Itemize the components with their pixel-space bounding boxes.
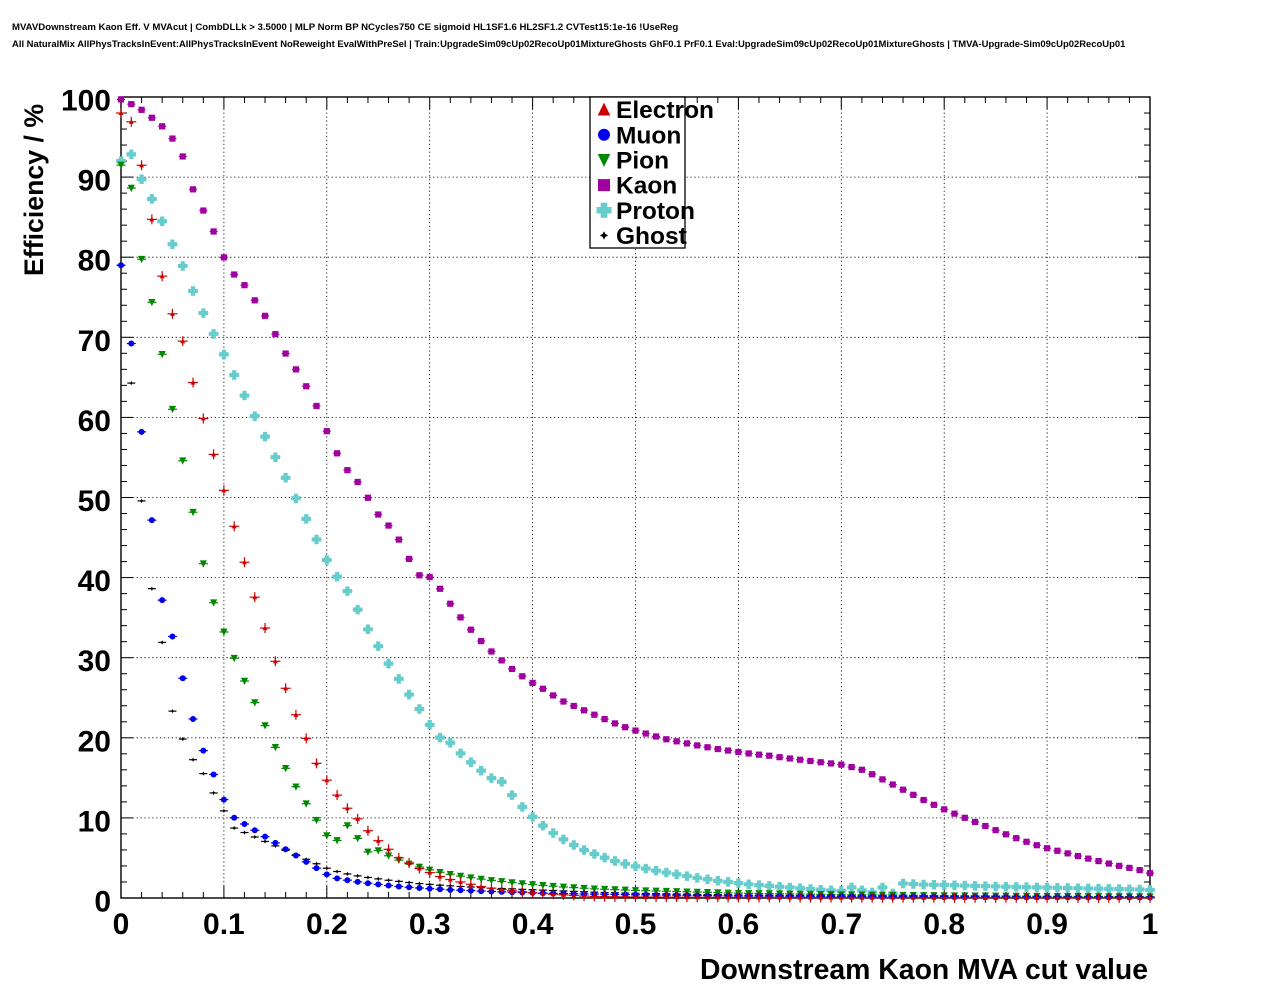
svg-text:Kaon: Kaon — [616, 173, 677, 200]
svg-text:0.2: 0.2 — [306, 908, 348, 941]
svg-text:80: 80 — [78, 245, 111, 278]
svg-text:0.5: 0.5 — [615, 908, 657, 941]
svg-text:1: 1 — [1142, 908, 1159, 941]
svg-text:40: 40 — [78, 565, 111, 598]
svg-text:Proton: Proton — [616, 198, 695, 225]
svg-text:60: 60 — [78, 405, 111, 438]
svg-text:0.3: 0.3 — [409, 908, 451, 941]
svg-text:0.6: 0.6 — [718, 908, 760, 941]
svg-text:50: 50 — [78, 485, 111, 518]
svg-text:Ghost: Ghost — [616, 223, 687, 250]
svg-text:0.1: 0.1 — [203, 908, 245, 941]
svg-text:0: 0 — [94, 886, 111, 919]
svg-text:90: 90 — [78, 165, 111, 198]
svg-text:10: 10 — [78, 805, 111, 838]
svg-text:0.4: 0.4 — [512, 908, 554, 941]
svg-text:Pion: Pion — [616, 147, 669, 174]
svg-text:Electron: Electron — [616, 97, 714, 124]
svg-text:0.8: 0.8 — [923, 908, 965, 941]
svg-text:20: 20 — [78, 725, 111, 758]
svg-text:30: 30 — [78, 645, 111, 678]
svg-text:0.9: 0.9 — [1026, 908, 1068, 941]
svg-text:Muon: Muon — [616, 122, 681, 149]
svg-text:70: 70 — [78, 325, 111, 358]
svg-text:0: 0 — [113, 908, 130, 941]
svg-text:100: 100 — [61, 85, 111, 118]
svg-text:0.7: 0.7 — [820, 908, 862, 941]
